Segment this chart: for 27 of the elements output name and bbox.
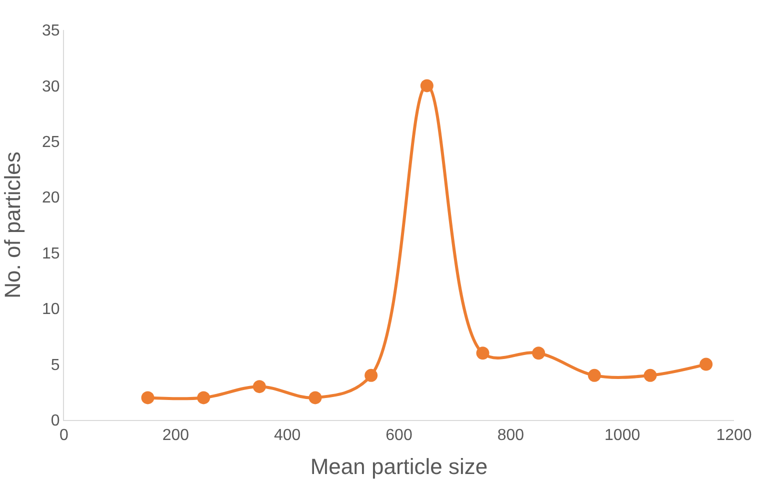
point	[197, 391, 210, 404]
x-tick-label: 400	[274, 427, 301, 444]
point	[700, 358, 713, 371]
y-tick-label: 30	[42, 78, 60, 96]
point	[252, 380, 266, 394]
y-tick-label: 0	[50, 412, 60, 430]
y-tick-label: 20	[42, 190, 60, 207]
y-tick-label: 5	[50, 356, 60, 374]
y-tick-label: 15	[42, 245, 60, 262]
point	[308, 391, 322, 404]
x-tick-label: 200	[162, 427, 190, 444]
point	[532, 346, 546, 360]
point	[420, 79, 434, 92]
x-tick-label: 800	[497, 427, 524, 444]
point	[644, 368, 657, 382]
point	[141, 391, 154, 404]
x-axis-title: Mean particle size	[310, 454, 488, 480]
point	[476, 346, 490, 360]
point	[364, 368, 378, 382]
y-axis-title: No. of particles	[0, 152, 25, 298]
point	[588, 368, 601, 382]
x-tick-label: 600	[386, 427, 412, 444]
x-tick-label: 1200	[716, 427, 752, 444]
y-tick-label: 10	[42, 301, 60, 318]
y-tick-label: 25	[42, 134, 60, 152]
x-tick-label: 1000	[604, 427, 640, 444]
y-tick-label: 35	[42, 22, 60, 40]
